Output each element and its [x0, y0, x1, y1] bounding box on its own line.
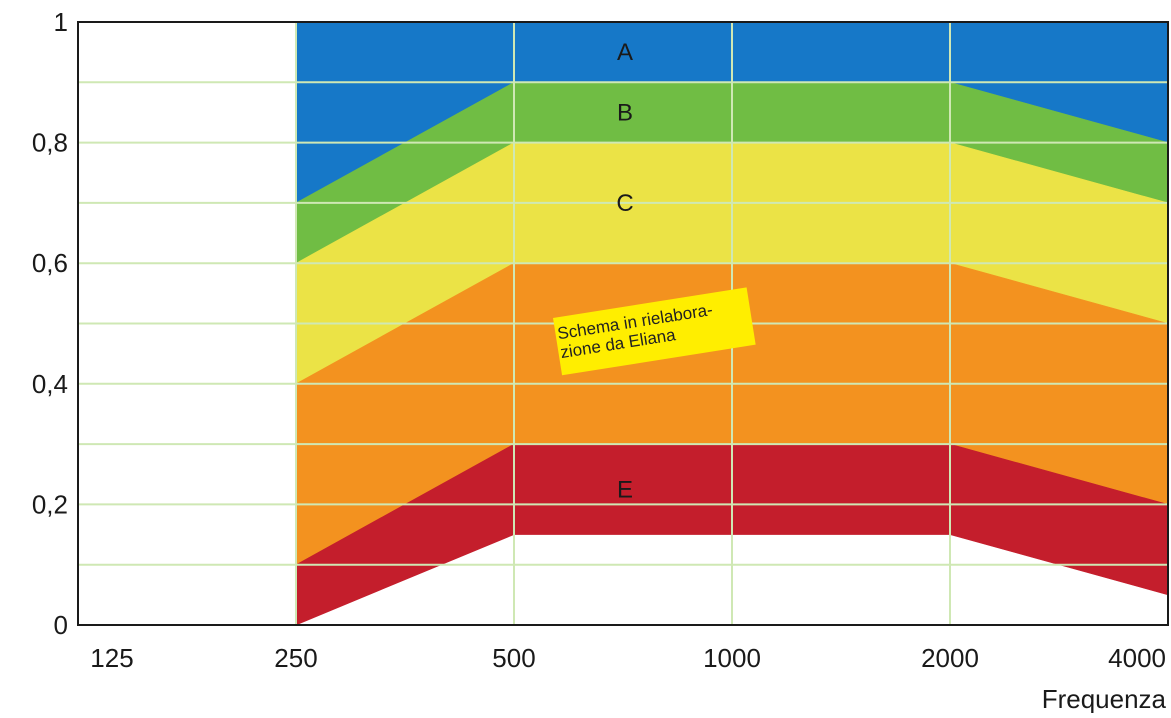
x-tick-label: 1000	[703, 643, 761, 673]
y-tick-label: 0,4	[32, 369, 68, 399]
x-axis-title: Frequenza	[1042, 684, 1167, 713]
y-tick-label: 0,2	[32, 489, 68, 519]
band-label-e: E	[617, 476, 633, 503]
y-tick-label: 0,6	[32, 248, 68, 278]
band-label-a: A	[617, 39, 633, 66]
plot-frame	[77, 21, 1169, 626]
y-tick-label: 1	[54, 7, 68, 37]
y-tick-label: 0	[54, 610, 68, 640]
band-label-b: B	[617, 99, 633, 126]
x-tick-label: 250	[274, 643, 317, 673]
x-tick-label: 4000	[1108, 643, 1166, 673]
x-tick-label: 125	[90, 643, 133, 673]
x-tick-label: 2000	[921, 643, 979, 673]
y-tick-label: 0,8	[32, 128, 68, 158]
band-label-c: C	[616, 190, 633, 217]
x-tick-label: 500	[492, 643, 535, 673]
